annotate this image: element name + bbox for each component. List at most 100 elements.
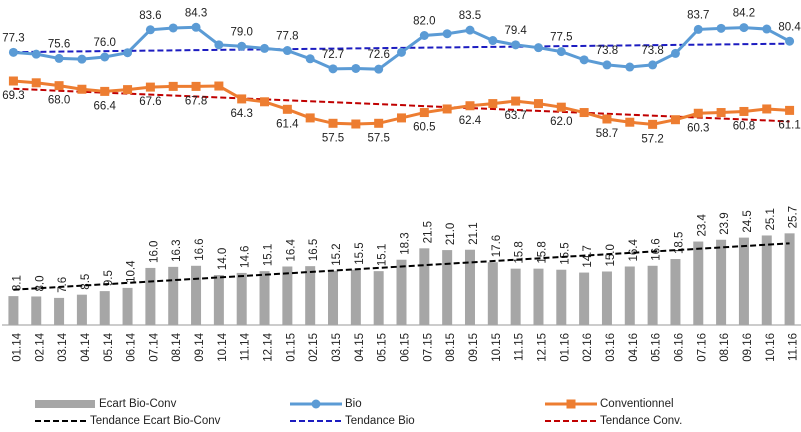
- data-label: 16.0: [148, 241, 160, 263]
- point: [328, 64, 338, 74]
- data-label: 14.7: [582, 245, 594, 267]
- data-label: 77.3: [2, 32, 24, 44]
- point: [8, 76, 18, 86]
- data-label: 73.8: [641, 45, 663, 57]
- point: [670, 48, 680, 58]
- data-label: 7.6: [57, 277, 69, 293]
- bar: [373, 271, 384, 325]
- data-label: 73.8: [596, 45, 618, 57]
- point: [123, 85, 133, 95]
- data-label: 67.6: [139, 96, 161, 108]
- data-label: 72.7: [322, 49, 344, 61]
- point: [488, 36, 498, 46]
- data-label: 10.4: [126, 260, 138, 283]
- bar: [761, 235, 772, 325]
- legend-label: Tendance Ecart Bio-Conv: [90, 415, 221, 427]
- bar: [259, 271, 270, 325]
- bar: [145, 267, 156, 325]
- x-tick-label: 12.15: [537, 333, 549, 362]
- data-label: 16.6: [194, 238, 206, 260]
- data-label: 57.5: [367, 132, 389, 144]
- bar: [556, 269, 567, 325]
- x-tick-label: 06.15: [400, 333, 412, 362]
- point: [533, 43, 543, 53]
- point: [716, 108, 726, 118]
- bar: [464, 249, 475, 325]
- bar: [54, 297, 65, 325]
- point: [168, 23, 178, 33]
- point: [488, 99, 498, 109]
- data-label: 60.5: [413, 122, 435, 134]
- point: [100, 52, 110, 62]
- bar: [191, 265, 202, 325]
- point: [511, 40, 521, 50]
- bar: [579, 272, 590, 325]
- point: [397, 47, 406, 57]
- data-label: 64.3: [231, 108, 253, 120]
- point: [602, 60, 612, 70]
- data-label: 66.4: [94, 100, 117, 112]
- point: [305, 54, 315, 64]
- point: [511, 96, 521, 106]
- x-tick-label: 10.16: [765, 333, 777, 362]
- point: [419, 31, 429, 40]
- data-label: 61.1: [778, 119, 800, 131]
- x-tick-label: 02.15: [308, 333, 320, 362]
- point: [465, 25, 475, 35]
- data-label: 16.6: [651, 238, 663, 260]
- point: [54, 81, 64, 91]
- data-label: 72.6: [367, 49, 389, 61]
- x-tick-label: 06.14: [126, 332, 138, 361]
- point: [533, 99, 543, 109]
- x-tick-label: 05.14: [103, 332, 115, 361]
- point: [579, 108, 589, 118]
- point: [77, 84, 87, 94]
- x-tick-label: 08.15: [445, 333, 457, 362]
- data-label: 21.0: [445, 223, 457, 245]
- point: [693, 108, 703, 118]
- legend-marker: [566, 399, 576, 409]
- data-label: 15.1: [263, 244, 275, 266]
- data-label: 15.0: [605, 244, 617, 266]
- x-tick-label: 08.16: [719, 333, 731, 362]
- x-tick-label: 07.14: [148, 332, 160, 361]
- data-label: 69.3: [2, 90, 24, 102]
- bar: [328, 270, 339, 325]
- point: [123, 48, 133, 58]
- x-tick-label: 04.14: [80, 332, 92, 361]
- data-label: 60.8: [733, 120, 755, 132]
- point: [260, 43, 270, 53]
- x-tick-label: 03.15: [331, 333, 343, 362]
- bar: [670, 259, 681, 325]
- x-tick-label: 05.16: [651, 333, 663, 362]
- point: [100, 86, 110, 96]
- point: [282, 104, 292, 114]
- point: [8, 47, 18, 57]
- bar: [601, 271, 612, 325]
- data-label: 15.8: [537, 241, 549, 263]
- x-tick-label: 02.14: [34, 332, 46, 361]
- bar: [419, 248, 430, 325]
- x-tick-label: 04.15: [354, 333, 366, 362]
- data-label: 79.4: [504, 25, 527, 37]
- legend-swatch: [35, 400, 95, 408]
- data-label: 62.4: [459, 115, 482, 127]
- data-label: 77.8: [276, 31, 298, 43]
- data-label: 61.4: [276, 118, 299, 130]
- x-tick-label: 10.15: [491, 333, 503, 362]
- data-label: 84.3: [185, 7, 207, 19]
- data-label: 14.6: [240, 246, 252, 268]
- trend-line: [13, 242, 790, 291]
- point: [648, 60, 658, 70]
- x-tick-label: 09.16: [742, 333, 754, 362]
- data-label: 15.2: [331, 243, 343, 265]
- data-label: 83.5: [459, 10, 481, 22]
- x-tick-label: 11.15: [514, 333, 526, 361]
- data-label: 82.0: [413, 16, 435, 28]
- point: [214, 40, 224, 50]
- x-tick-label: 06.16: [673, 333, 685, 362]
- data-label: 76.0: [94, 37, 116, 49]
- point: [556, 47, 566, 57]
- data-label: 14.0: [217, 248, 229, 270]
- point: [31, 49, 41, 59]
